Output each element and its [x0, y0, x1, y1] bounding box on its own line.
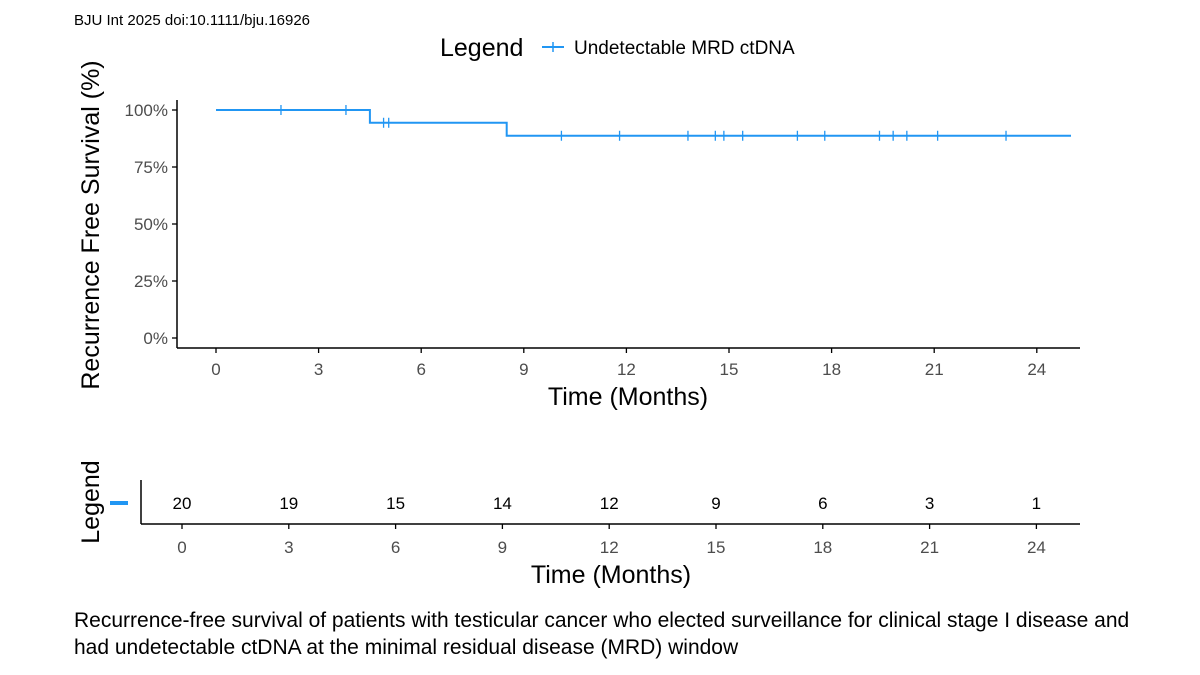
- risk-x-axis-title: Time (Months): [531, 561, 691, 589]
- main-plot-axes: [176, 100, 1080, 349]
- x-tick-label: 6: [416, 360, 425, 379]
- risk-count: 3: [925, 494, 934, 513]
- x-tick-label: 9: [519, 360, 528, 379]
- y-ticks: 0% 25% 50% 75% 100%: [125, 101, 177, 348]
- legend-title: Legend: [440, 34, 523, 62]
- y-tick-label: 100%: [125, 101, 168, 120]
- risk-count: 20: [173, 494, 192, 513]
- risk-x-tick-label: 15: [707, 538, 726, 557]
- x-axis-title: Time (Months): [548, 383, 708, 411]
- legend-series-label: Undetectable MRD ctDNA: [574, 38, 795, 59]
- x-tick-label: 18: [822, 360, 841, 379]
- x-tick-label: 24: [1027, 360, 1046, 379]
- y-axis-title: Recurrence Free Survival (%): [77, 60, 105, 389]
- x-tick-label: 15: [720, 360, 739, 379]
- y-tick-label: 0%: [143, 329, 168, 348]
- risk-count: 1: [1032, 494, 1041, 513]
- risk-count: 15: [386, 494, 405, 513]
- survival-series: [216, 105, 1071, 141]
- risk-x-tick-label: 0: [177, 538, 186, 557]
- citation: BJU Int 2025 doi:10.1111/bju.16926: [74, 12, 311, 29]
- x-tick-label: 21: [925, 360, 944, 379]
- risk-table-axes: [110, 480, 1080, 525]
- figure-caption: Recurrence-free survival of patients wit…: [74, 609, 1130, 659]
- risk-count: 9: [711, 494, 720, 513]
- survival-step-line: [216, 109, 1071, 137]
- risk-x-ticks: 0 3 6 9 12 15 18 21 24: [177, 524, 1046, 557]
- risk-x-tick-label: 12: [600, 538, 619, 557]
- risk-x-tick-label: 18: [813, 538, 832, 557]
- risk-x-tick-label: 6: [391, 538, 400, 557]
- x-ticks: 0 3 6 9 12 15 18 21 24: [211, 348, 1046, 379]
- risk-x-tick-label: 9: [498, 538, 507, 557]
- legend: Legend Undetectable MRD ctDNA: [440, 34, 795, 62]
- risk-x-tick-label: 3: [284, 538, 293, 557]
- risk-x-tick-label: 21: [920, 538, 939, 557]
- risk-y-axis-title: Legend: [77, 460, 105, 543]
- x-tick-label: 3: [314, 360, 323, 379]
- risk-count: 19: [279, 494, 298, 513]
- y-tick-label: 75%: [134, 158, 168, 177]
- risk-count: 14: [493, 494, 512, 513]
- risk-count: 12: [600, 494, 619, 513]
- risk-values: 20 19 15 14 12 9 6 3 1: [173, 494, 1042, 513]
- risk-x-tick-label: 24: [1027, 538, 1046, 557]
- y-tick-label: 25%: [134, 272, 168, 291]
- x-tick-label: 12: [617, 360, 636, 379]
- y-tick-label: 50%: [134, 215, 168, 234]
- x-tick-label: 0: [211, 360, 220, 379]
- risk-count: 6: [818, 494, 827, 513]
